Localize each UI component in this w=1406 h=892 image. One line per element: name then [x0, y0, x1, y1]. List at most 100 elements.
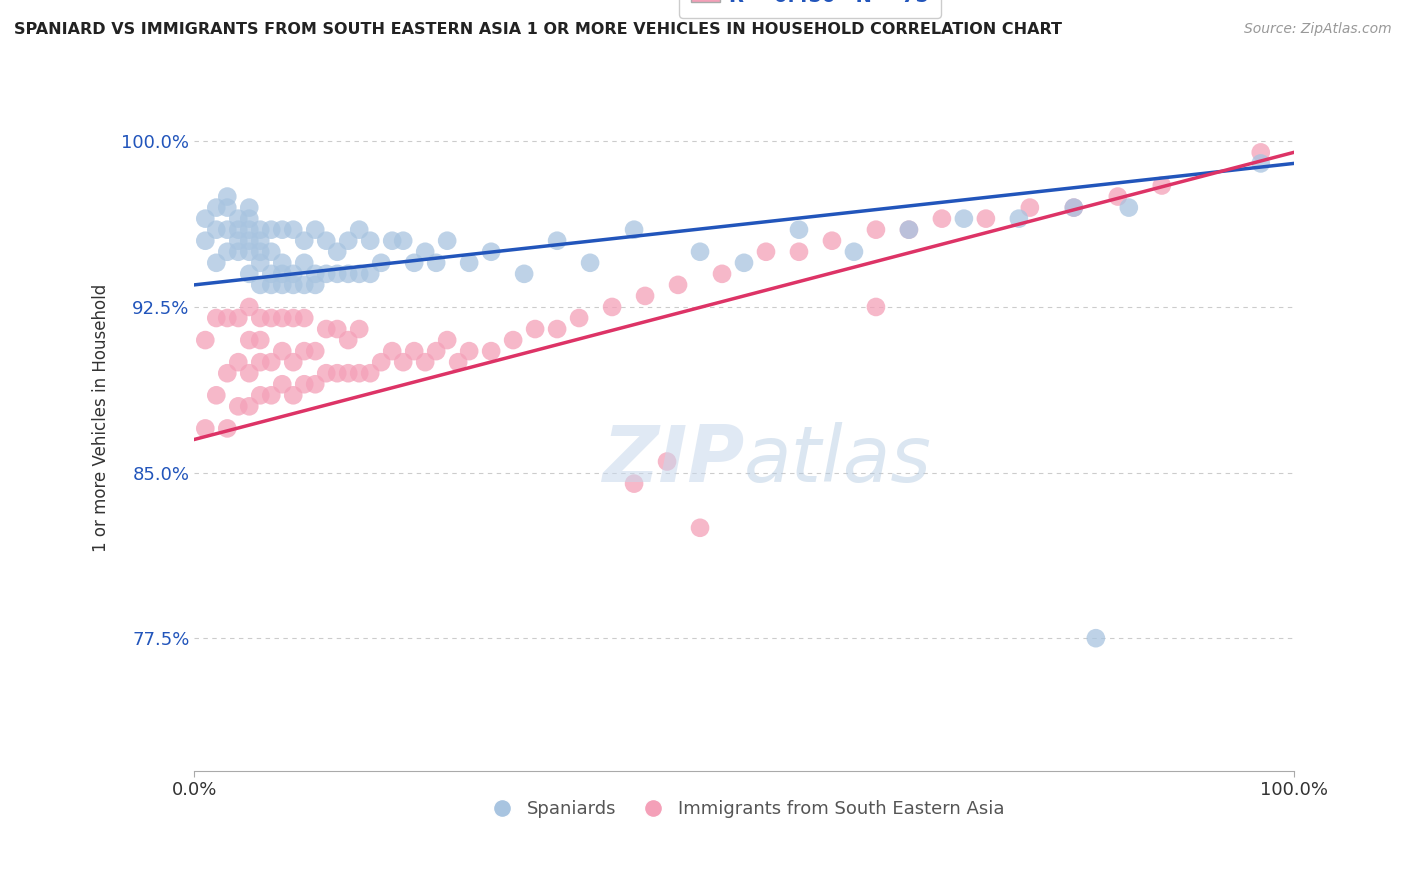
- Point: [479, 344, 502, 359]
- Point: [271, 267, 294, 281]
- Point: [755, 244, 778, 259]
- Point: [226, 222, 249, 236]
- Point: [271, 222, 294, 236]
- Point: [392, 355, 415, 369]
- Point: [1250, 156, 1272, 170]
- Point: [689, 521, 711, 535]
- Point: [546, 234, 568, 248]
- Point: [315, 366, 337, 380]
- Point: [304, 222, 326, 236]
- Point: [271, 344, 294, 359]
- Point: [524, 322, 547, 336]
- Point: [194, 421, 217, 435]
- Point: [931, 211, 953, 226]
- Point: [370, 256, 392, 270]
- Point: [260, 277, 283, 292]
- Point: [217, 311, 239, 326]
- Point: [655, 454, 678, 468]
- Point: [292, 234, 315, 248]
- Point: [600, 300, 623, 314]
- Point: [194, 333, 217, 347]
- Point: [205, 256, 228, 270]
- Point: [568, 311, 591, 326]
- Y-axis label: 1 or more Vehicles in Household: 1 or more Vehicles in Household: [93, 284, 110, 551]
- Point: [425, 344, 447, 359]
- Point: [436, 333, 458, 347]
- Point: [205, 388, 228, 402]
- Point: [447, 355, 470, 369]
- Point: [392, 234, 415, 248]
- Point: [205, 222, 228, 236]
- Point: [359, 366, 381, 380]
- Point: [283, 222, 305, 236]
- Point: [315, 234, 337, 248]
- Point: [842, 244, 865, 259]
- Point: [502, 333, 524, 347]
- Point: [249, 311, 271, 326]
- Point: [689, 244, 711, 259]
- Point: [249, 222, 271, 236]
- Point: [260, 244, 283, 259]
- Point: [458, 256, 481, 270]
- Point: [249, 277, 271, 292]
- Point: [337, 234, 360, 248]
- Point: [260, 388, 283, 402]
- Point: [865, 222, 887, 236]
- Point: [249, 244, 271, 259]
- Point: [271, 377, 294, 392]
- Point: [238, 333, 260, 347]
- Point: [425, 256, 447, 270]
- Point: [370, 355, 392, 369]
- Point: [974, 211, 997, 226]
- Point: [292, 344, 315, 359]
- Point: [249, 355, 271, 369]
- Point: [1008, 211, 1031, 226]
- Point: [623, 222, 645, 236]
- Point: [226, 400, 249, 414]
- Point: [347, 322, 370, 336]
- Point: [238, 300, 260, 314]
- Point: [292, 277, 315, 292]
- Legend: Spaniards, Immigrants from South Eastern Asia: Spaniards, Immigrants from South Eastern…: [477, 793, 1011, 825]
- Point: [249, 234, 271, 248]
- Point: [226, 244, 249, 259]
- Point: [634, 289, 657, 303]
- Point: [205, 201, 228, 215]
- Point: [304, 344, 326, 359]
- Point: [304, 267, 326, 281]
- Point: [271, 277, 294, 292]
- Point: [238, 234, 260, 248]
- Point: [953, 211, 976, 226]
- Point: [194, 211, 217, 226]
- Point: [458, 344, 481, 359]
- Text: SPANIARD VS IMMIGRANTS FROM SOUTH EASTERN ASIA 1 OR MORE VEHICLES IN HOUSEHOLD C: SPANIARD VS IMMIGRANTS FROM SOUTH EASTER…: [14, 22, 1062, 37]
- Point: [711, 267, 734, 281]
- Point: [666, 277, 689, 292]
- Point: [1118, 201, 1140, 215]
- Point: [337, 267, 360, 281]
- Point: [546, 322, 568, 336]
- Point: [513, 267, 536, 281]
- Point: [347, 222, 370, 236]
- Point: [292, 311, 315, 326]
- Point: [249, 388, 271, 402]
- Point: [249, 333, 271, 347]
- Point: [326, 322, 349, 336]
- Point: [217, 421, 239, 435]
- Point: [787, 244, 810, 259]
- Point: [260, 355, 283, 369]
- Point: [623, 476, 645, 491]
- Point: [194, 234, 217, 248]
- Point: [413, 355, 436, 369]
- Point: [337, 333, 360, 347]
- Point: [226, 311, 249, 326]
- Point: [217, 244, 239, 259]
- Point: [579, 256, 602, 270]
- Point: [404, 344, 426, 359]
- Point: [238, 400, 260, 414]
- Point: [217, 366, 239, 380]
- Point: [347, 366, 370, 380]
- Point: [249, 256, 271, 270]
- Point: [897, 222, 920, 236]
- Point: [217, 222, 239, 236]
